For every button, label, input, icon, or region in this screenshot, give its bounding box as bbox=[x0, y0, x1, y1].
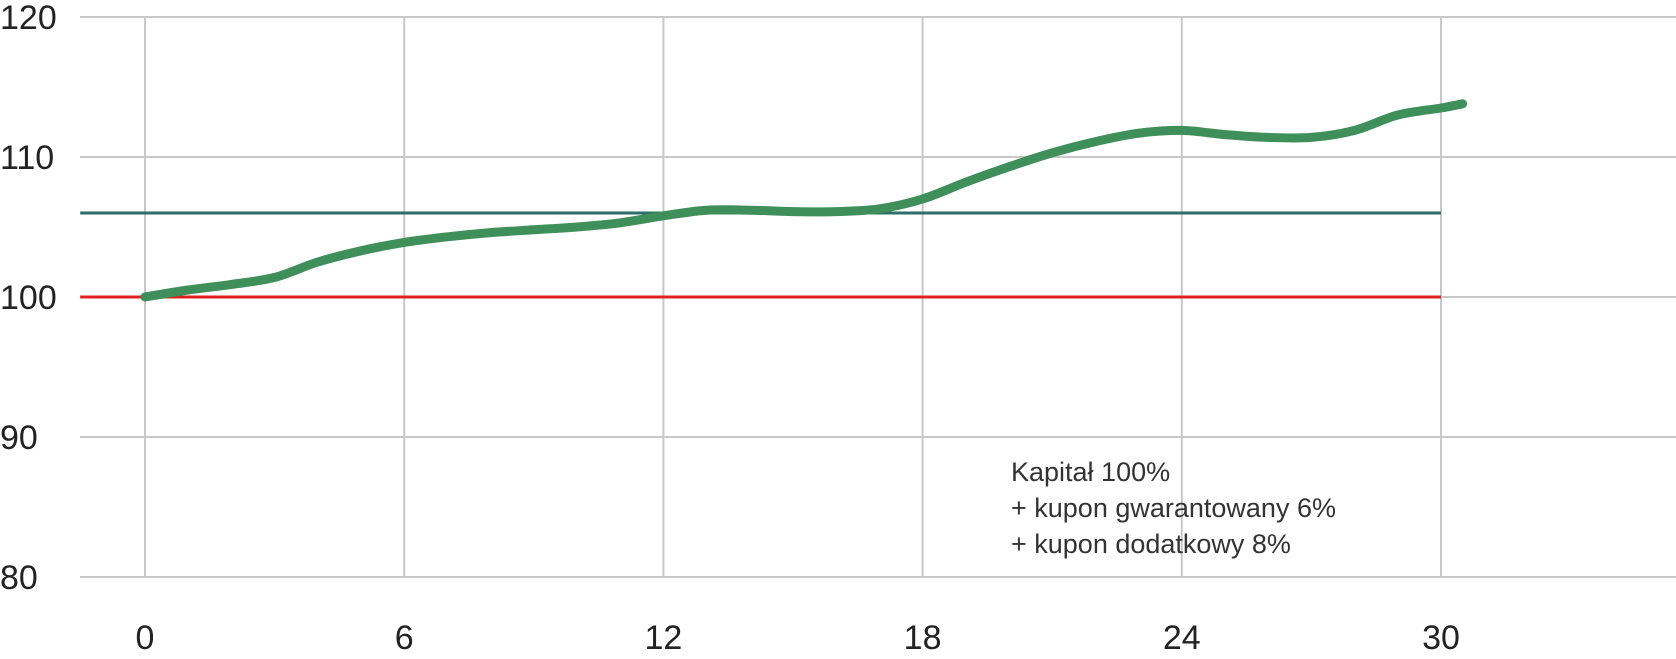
y-tick-label-80: 80 bbox=[0, 559, 38, 597]
x-tick-label-30: 30 bbox=[1422, 619, 1460, 657]
tick-labels: 80 90 100 110 120 0 6 12 18 24 30 bbox=[0, 0, 1460, 657]
y-tick-label-110: 110 bbox=[0, 139, 54, 177]
annotation-line-3: + kupon dodatkowy 8% bbox=[1011, 529, 1291, 559]
x-tick-label-6: 6 bbox=[395, 619, 414, 657]
series-layer bbox=[80, 99, 1468, 302]
y-tick-label-120: 120 bbox=[0, 0, 57, 37]
x-tick-label-18: 18 bbox=[904, 619, 942, 657]
annotation-line-1: Kapitał 100% bbox=[1011, 457, 1170, 487]
y-tick-label-100: 100 bbox=[0, 279, 57, 317]
series-main-line bbox=[140, 99, 1468, 302]
annotation-line-2: + kupon gwarantowany 6% bbox=[1011, 493, 1336, 523]
x-tick-label-12: 12 bbox=[644, 619, 682, 657]
x-tick-label-24: 24 bbox=[1163, 619, 1201, 657]
x-tick-label-0: 0 bbox=[136, 619, 155, 657]
y-tick-label-90: 90 bbox=[0, 419, 38, 457]
